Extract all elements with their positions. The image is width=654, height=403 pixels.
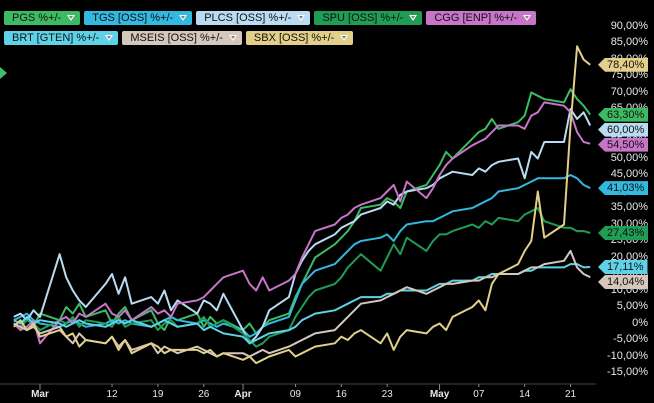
y-tick-label: 45,00% [610, 168, 648, 180]
end-value-tag: 54,50% [598, 137, 649, 152]
y-tick-label: 50,00% [610, 151, 648, 164]
x-tick-label: 09 [289, 389, 301, 400]
legend-row-2: BRT [GTEN] %+/- MSEIS [OSS] %+/- SBX [OSS]… [4, 31, 354, 45]
legend-item-pgs[interactable]: PGS %+/- [4, 11, 81, 25]
series-line-cgg-enp[interactable] [13, 101, 591, 345]
series-lines [13, 45, 592, 365]
x-tick-label: 21 [564, 389, 577, 400]
series-line-brt-gten[interactable] [13, 263, 591, 345]
x-tick-label: 14 [519, 389, 531, 400]
series-line-plcs-oss[interactable] [13, 108, 592, 345]
legend-item-label: TGS [OSS] %+/- [92, 12, 174, 24]
dropdown-chevron-icon[interactable] [179, 15, 188, 21]
y-tick-label: 85,00% [610, 36, 648, 48]
y-tick-label: 75,00% [610, 69, 648, 81]
x-tick-label: 19 [152, 389, 164, 400]
dropdown-chevron-icon[interactable] [105, 35, 114, 41]
y-tick-label: 90,00% [610, 19, 648, 32]
x-tick-marks [39, 384, 572, 390]
y-tick-label: 0% [632, 316, 648, 329]
end-value-tag: 63,30% [598, 107, 649, 122]
end-value-tag: 17,11% [598, 260, 648, 275]
left-edge-marker-icon [0, 67, 7, 79]
x-tick-label: 07 [473, 389, 485, 400]
x-tick-label: 26 [198, 389, 210, 400]
x-tick-label: Apr [234, 389, 252, 400]
end-value-tag: 27,43% [598, 225, 649, 240]
dropdown-chevron-icon[interactable] [67, 15, 76, 21]
legend-item-label: CGG [ENP] %+/- [434, 12, 518, 24]
legend-item-label: MSEIS [OSS] %+/- [130, 32, 223, 44]
y-tick-label: -10,00% [607, 349, 648, 362]
y-tick-label: -5,00% [613, 333, 648, 345]
end-value-tag: 41,03% [598, 181, 649, 196]
dropdown-chevron-icon[interactable] [523, 15, 532, 21]
legend-row-1: PGS %+/- TGS [OSS] %+/- PLCS [OSS] %+/- SPU… [4, 11, 537, 25]
series-line-tgs-oss[interactable] [13, 174, 591, 338]
legend-item-label: SBX [OSS] %+/- [253, 32, 335, 44]
y-tick-label: 70,00% [610, 85, 648, 98]
x-tick-label: Mar [31, 389, 49, 400]
dropdown-chevron-icon[interactable] [340, 35, 349, 41]
y-tick-label: 20,00% [610, 250, 648, 263]
legend-item-label: BRT [GTEN] %+/- [12, 32, 100, 44]
legend-item-label: PLCS [OSS] %+/- [204, 12, 292, 24]
x-tick-label: May [429, 389, 450, 400]
end-value-tag: 60,00% [598, 122, 649, 137]
y-tick-label: 5,00% [616, 300, 648, 312]
legend-item-plcs-oss[interactable]: PLCS [OSS] %+/- [196, 11, 311, 25]
legend-item-tgs-oss[interactable]: TGS [OSS] %+/- [84, 11, 193, 25]
x-tick-label: 12 [106, 389, 118, 400]
dropdown-chevron-icon[interactable] [228, 35, 237, 41]
legend-item-mseis-oss[interactable]: MSEIS [OSS] %+/- [122, 31, 242, 45]
legend-item-sbx-oss[interactable]: SBX [OSS] %+/- [245, 31, 354, 45]
dropdown-chevron-icon[interactable] [297, 15, 306, 21]
legend-item-spu-oss[interactable]: SPU [OSS] %+/- [314, 11, 423, 25]
y-tick-label: 35,00% [610, 201, 648, 213]
dropdown-chevron-icon[interactable] [409, 15, 418, 21]
x-tick-label: 23 [381, 389, 393, 400]
end-value-tag: 78,40% [598, 57, 649, 72]
x-tick-label: 16 [335, 389, 347, 400]
end-value-tag: 14,04% [598, 275, 649, 290]
y-tick-label: -15,00% [607, 366, 648, 378]
legend-item-label: SPU [OSS] %+/- [322, 12, 404, 24]
legend-item-label: PGS %+/- [12, 12, 62, 24]
legend-item-brt-gten[interactable]: BRT [GTEN] %+/- [4, 31, 119, 45]
legend-item-cgg-enp[interactable]: CGG [ENP] %+/- [426, 11, 537, 25]
series-line-sbx-oss[interactable] [13, 45, 591, 365]
